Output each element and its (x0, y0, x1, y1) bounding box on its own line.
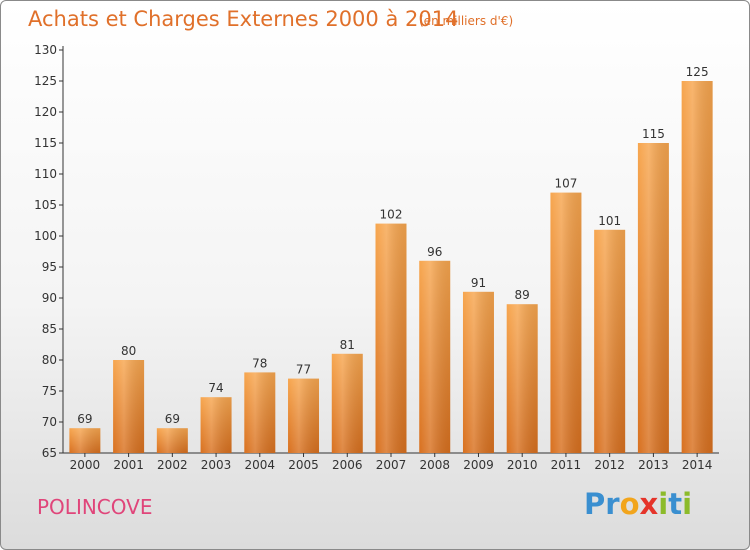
data-label: 101 (598, 214, 621, 228)
data-label: 96 (427, 245, 442, 259)
data-label: 74 (208, 381, 223, 395)
y-tick-label: 70 (42, 415, 57, 429)
bar-shading (69, 428, 101, 453)
y-tick-label: 95 (42, 260, 57, 274)
bar-shading (331, 353, 363, 453)
y-tick-label: 65 (42, 446, 57, 460)
chart-title: Achats et Charges Externes 2000 à 2014 (28, 7, 459, 31)
data-label: 80 (121, 344, 136, 358)
y-tick-label: 80 (42, 353, 57, 367)
logo-letter: o (619, 487, 640, 521)
axes: 65 70 75 80 85 90 95 100 105 110 115 120 125 130 2000 2… (34, 43, 719, 472)
city-name: POLINCOVE (37, 495, 153, 519)
x-tick-label: 2010 (507, 458, 538, 472)
data-label: 115 (642, 127, 665, 141)
data-labels: 69 80 69 74 78 77 81 102 96 91 89 107 101 115 125 (77, 65, 708, 426)
y-tick-label: 105 (34, 198, 57, 212)
x-tick-label: 2002 (157, 458, 188, 472)
x-tick-label: 2004 (245, 458, 276, 472)
x-tick-label: 2008 (419, 458, 450, 472)
data-label: 107 (554, 177, 577, 191)
x-tick-label: 2001 (113, 458, 144, 472)
x-tick-label: 2003 (201, 458, 232, 472)
bar-shading (200, 397, 232, 453)
bar-shading (637, 143, 669, 453)
bar-shading (156, 428, 188, 453)
data-label: 78 (252, 356, 267, 370)
bar-shading (506, 304, 538, 453)
bar-shading (375, 223, 407, 453)
data-label: 69 (77, 412, 92, 426)
bar-shading (594, 229, 626, 453)
y-tick-label: 90 (42, 291, 57, 305)
bar-shading (113, 360, 145, 453)
logo-letter: P (584, 487, 606, 521)
y-tick-label: 120 (34, 105, 57, 119)
data-label: 102 (380, 208, 403, 222)
data-label: 89 (515, 288, 530, 302)
logo-letter: r (605, 487, 620, 521)
y-tick-label: 75 (42, 384, 57, 398)
logo-letter: x (639, 487, 659, 521)
bar-shading (244, 372, 276, 453)
data-label: 125 (686, 65, 709, 79)
y-tick-label: 85 (42, 322, 57, 336)
chart-unit-subtitle: (en milliers d'€) (419, 14, 514, 28)
x-tick-label: 2007 (376, 458, 407, 472)
bar-shading (419, 260, 451, 453)
y-tick-label: 125 (34, 74, 57, 88)
x-tick-label: 2006 (332, 458, 363, 472)
logo-letter: i (658, 487, 669, 521)
data-label: 81 (340, 338, 355, 352)
x-tick-label: 2000 (70, 458, 101, 472)
logo-letter: t (668, 487, 683, 521)
bar-shading (681, 81, 713, 453)
proxiti-logo[interactable]: Proxiti (584, 487, 692, 521)
x-tick-label: 2013 (638, 458, 669, 472)
data-label: 77 (296, 363, 311, 377)
data-label: 69 (165, 412, 180, 426)
logo-letter: i (682, 487, 693, 521)
x-tick-label: 2014 (682, 458, 713, 472)
bar-shading (462, 291, 494, 453)
x-tick-label: 2011 (551, 458, 582, 472)
data-label: 91 (471, 276, 486, 290)
y-tick-label: 100 (34, 229, 57, 243)
x-tick-label: 2012 (594, 458, 625, 472)
bar-shading (288, 378, 320, 453)
y-tick-label: 110 (34, 167, 57, 181)
x-tick-label: 2009 (463, 458, 494, 472)
bars (69, 81, 713, 453)
bar-shading (550, 192, 582, 453)
y-tick-label: 130 (34, 43, 57, 57)
y-tick-label: 115 (34, 136, 57, 150)
x-tick-label: 2005 (288, 458, 319, 472)
